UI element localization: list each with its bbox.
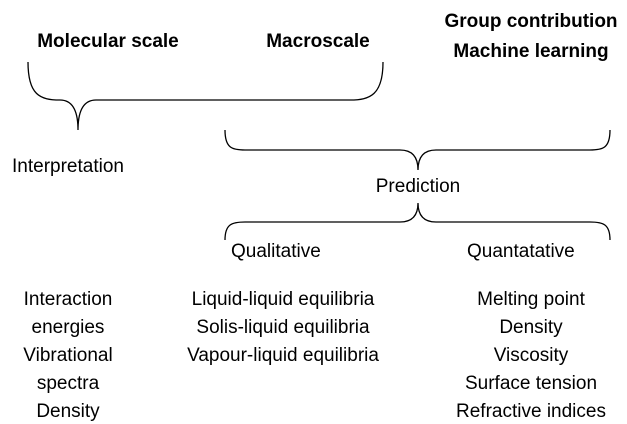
quantitative-label: Quantatative	[467, 241, 575, 262]
brace	[224, 202, 611, 241]
item: Surface tension	[465, 373, 597, 394]
macro-label: Macroscale	[266, 31, 370, 52]
item: spectra	[37, 373, 100, 394]
item: Solis-liquid equilibria	[196, 317, 370, 338]
qualitative-label: Qualitative	[231, 241, 321, 262]
item: Melting point	[477, 289, 585, 310]
brace	[224, 129, 611, 171]
item: Density	[499, 317, 563, 338]
item: Interaction	[24, 289, 113, 310]
brace	[27, 61, 384, 131]
prediction-label: Prediction	[376, 176, 461, 197]
item: Density	[36, 401, 100, 422]
method-label: Group contribution	[444, 11, 617, 32]
item: energies	[32, 317, 105, 338]
item: Vibrational	[23, 345, 112, 366]
molecular-label: Molecular scale	[37, 31, 179, 52]
item: Refractive indices	[456, 401, 606, 422]
item: Vapour-liquid equilibria	[187, 345, 379, 366]
method-label: Machine learning	[453, 41, 608, 62]
item: Liquid-liquid equilibria	[192, 289, 375, 310]
item: Viscosity	[494, 345, 569, 366]
interpretation-label: Interpretation	[12, 156, 124, 177]
